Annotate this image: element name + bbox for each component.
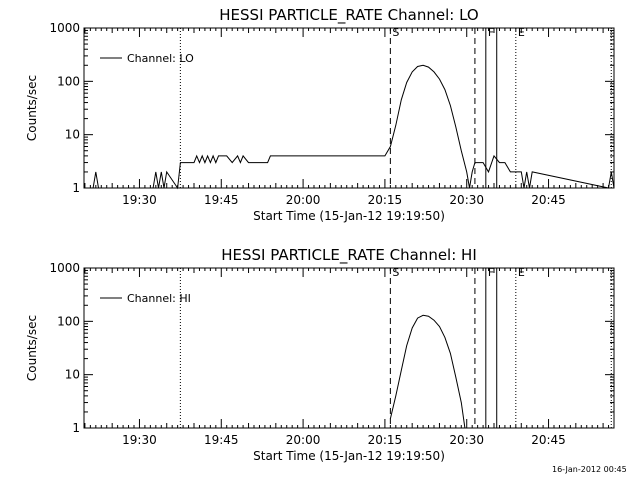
chart-0-y-tick-label: 1000 <box>49 21 80 35</box>
chart-0-x-axis-label: Start Time (15-Jan-12 19:19:50) <box>253 209 445 223</box>
chart-1-y-tick-label: 1 <box>72 421 80 435</box>
chart-1-legend-label: Channel: HI <box>127 292 191 305</box>
chart-1: HESSI PARTICLE_RATE Channel: HI 1 10 100 100… <box>25 246 615 463</box>
chart-0-x-tick-label: 19:30 <box>122 193 157 207</box>
chart-1-x-tick-label: 19:45 <box>204 433 239 447</box>
chart-1-marker-label: S <box>392 266 399 279</box>
chart-1-x-axis-label: Start Time (15-Jan-12 19:19:50) <box>253 449 445 463</box>
chart-0-y-tick-label: 1 <box>72 181 80 195</box>
chart-0-x-tick-label: 20:45 <box>531 193 566 207</box>
chart-0-marker-label: E <box>518 26 525 39</box>
chart-0-title: HESSI PARTICLE_RATE Channel: LO <box>219 6 478 25</box>
chart-1-title: HESSI PARTICLE_RATE Channel: HI <box>221 246 477 265</box>
chart-1-frame <box>83 267 615 429</box>
chart-1-marker-label: E <box>518 266 525 279</box>
chart-0-marker-label: F <box>488 26 494 39</box>
chart-0-y-tick-label: 10 <box>65 128 80 142</box>
chart-0-x-tick-label: 20:30 <box>449 193 484 207</box>
chart-0-marker-label: S <box>392 26 399 39</box>
chart-0-x-tick-label: 20:15 <box>368 193 403 207</box>
chart-0-y-axis-label: Counts/sec <box>25 75 39 141</box>
chart-1-y-tick-label: 100 <box>57 314 80 328</box>
chart-0: HESSI PARTICLE_RATE Channel: LO 1 10 100 100… <box>25 6 615 223</box>
chart-1-x-tick-label: 20:45 <box>531 433 566 447</box>
chart-0-frame <box>83 27 615 189</box>
chart-1-y-tick-label: 10 <box>65 368 80 382</box>
chart-0-series-line <box>92 64 615 190</box>
chart-0-y-tick-label: 100 <box>57 74 80 88</box>
chart-0-x-tick-label: 20:00 <box>286 193 321 207</box>
print-timestamp: 16-Jan-2012 00:45 <box>552 465 627 474</box>
chart-1-x-tick-label: 19:30 <box>122 433 157 447</box>
chart-1-series-line <box>389 314 466 429</box>
chart-0-legend-label: Channel: LO <box>127 52 194 65</box>
chart-1-y-axis-label: Counts/sec <box>25 315 39 381</box>
chart-1-x-tick-label: 20:15 <box>368 433 403 447</box>
chart-1-x-tick-label: 20:30 <box>449 433 484 447</box>
chart-1-x-tick-label: 20:00 <box>286 433 321 447</box>
chart-1-marker-label: F <box>488 266 494 279</box>
chart-1-y-tick-label: 1000 <box>49 261 80 275</box>
chart-0-x-tick-label: 19:45 <box>204 193 239 207</box>
